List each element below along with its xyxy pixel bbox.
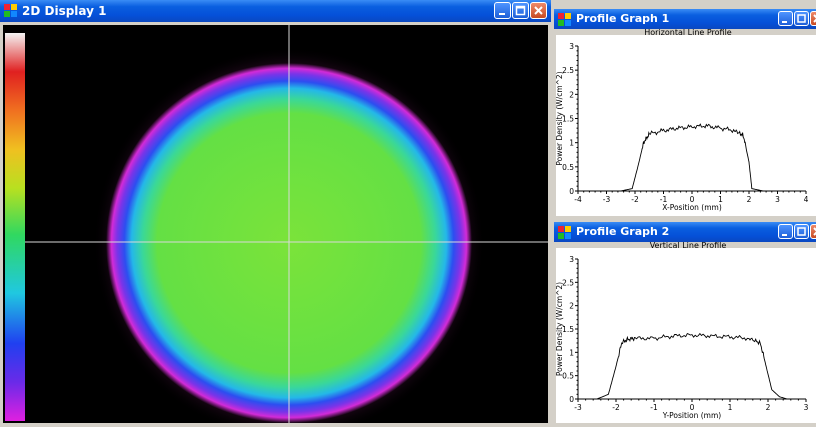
x-tick-label: -4 — [574, 195, 582, 204]
maximize-icon — [513, 3, 528, 18]
app-icon — [558, 226, 571, 239]
maximize-button[interactable] — [794, 11, 809, 26]
maximize-icon — [795, 225, 808, 238]
minimize-button[interactable] — [778, 224, 793, 239]
x-tick-label: -2 — [631, 195, 639, 204]
vertical-profile-chart[interactable]: Vertical Line Profile -3 -2 -1 0 1 2 300.511.5… — [556, 242, 816, 423]
vertical-profile-line[interactable] — [578, 334, 806, 399]
x-tick-label: -1 — [650, 403, 658, 412]
y-tick-label: 0 — [569, 187, 574, 196]
minimize-icon — [779, 12, 792, 25]
horizontal-profile-chart[interactable]: Horizontal Line Profile -4 -3 -2 -1 0 1 2 3 400.… — [556, 29, 816, 216]
profile-graph-1-plot[interactable]: Horizontal Line Profile -4 -3 -2 -1 0 1 2 3 4 0 0.… — [556, 29, 816, 216]
color-scale-bar — [5, 33, 25, 421]
y-tick-label: 3 — [569, 255, 574, 264]
profile-graph-1-window[interactable]: Profile Graph 1 Horizontal Line Profile … — [554, 9, 816, 216]
maximize-button[interactable] — [512, 2, 529, 19]
x-axis-label: X-Position (mm) — [662, 203, 722, 212]
x-tick-label: 4 — [804, 195, 809, 204]
x-tick-label: 1 — [728, 403, 733, 412]
beam-image[interactable] — [3, 25, 548, 423]
close-button[interactable] — [810, 11, 816, 26]
x-tick-label: 3 — [775, 195, 780, 204]
maximize-icon — [795, 12, 808, 25]
horizontal-profile-line[interactable] — [578, 124, 806, 191]
profile-graph-2-plot[interactable]: Vertical Line Profile -3 -2 -1 0 1 2 3 0 0.5 1 1.5… — [556, 242, 816, 423]
y-tick-label: 3 — [569, 42, 574, 51]
x-tick-label: 3 — [804, 403, 809, 412]
y-tick-label: 2 — [569, 302, 574, 311]
y-tick-label: 0 — [569, 395, 574, 404]
minimize-button[interactable] — [778, 11, 793, 26]
display-canvas[interactable] — [3, 25, 548, 423]
y-tick-label: 1 — [569, 348, 574, 357]
minimize-icon — [779, 225, 792, 238]
profile-graph-1-title: Profile Graph 1 — [576, 12, 669, 25]
display-titlebar[interactable]: 2D Display 1 — [0, 0, 551, 22]
close-icon — [531, 3, 546, 18]
x-tick-label: 2 — [766, 403, 771, 412]
y-axis-label: Power Density (W/cm^2) — [556, 71, 564, 165]
minimize-icon — [495, 3, 510, 18]
profile-graph-1-titlebar[interactable]: Profile Graph 1 — [554, 9, 816, 29]
x-axis-label: Y-Position (mm) — [662, 411, 722, 420]
y-tick-label: 2 — [569, 90, 574, 99]
app-icon — [558, 13, 571, 26]
profile-graph-2-window[interactable]: Profile Graph 2 Vertical Line Profile -3… — [554, 222, 816, 423]
display-window[interactable]: 2D Display 1 — [0, 0, 551, 423]
x-tick-label: -3 — [574, 403, 582, 412]
x-tick-label: -3 — [603, 195, 611, 204]
chart-title: Horizontal Line Profile — [644, 29, 732, 37]
close-icon — [811, 225, 816, 238]
minimize-button[interactable] — [494, 2, 511, 19]
display-title: 2D Display 1 — [22, 4, 107, 18]
x-tick-label: 2 — [747, 195, 752, 204]
app-icon — [4, 4, 17, 17]
x-tick-label: -2 — [612, 403, 620, 412]
y-tick-label: 1 — [569, 139, 574, 148]
chart-title: Vertical Line Profile — [650, 242, 727, 250]
maximize-button[interactable] — [794, 224, 809, 239]
close-icon — [811, 12, 816, 25]
profile-graph-2-title: Profile Graph 2 — [576, 225, 669, 238]
close-button[interactable] — [810, 224, 816, 239]
profile-graph-2-titlebar[interactable]: Profile Graph 2 — [554, 222, 816, 242]
y-axis-label: Power Density (W/cm^2) — [556, 282, 564, 376]
close-button[interactable] — [530, 2, 547, 19]
